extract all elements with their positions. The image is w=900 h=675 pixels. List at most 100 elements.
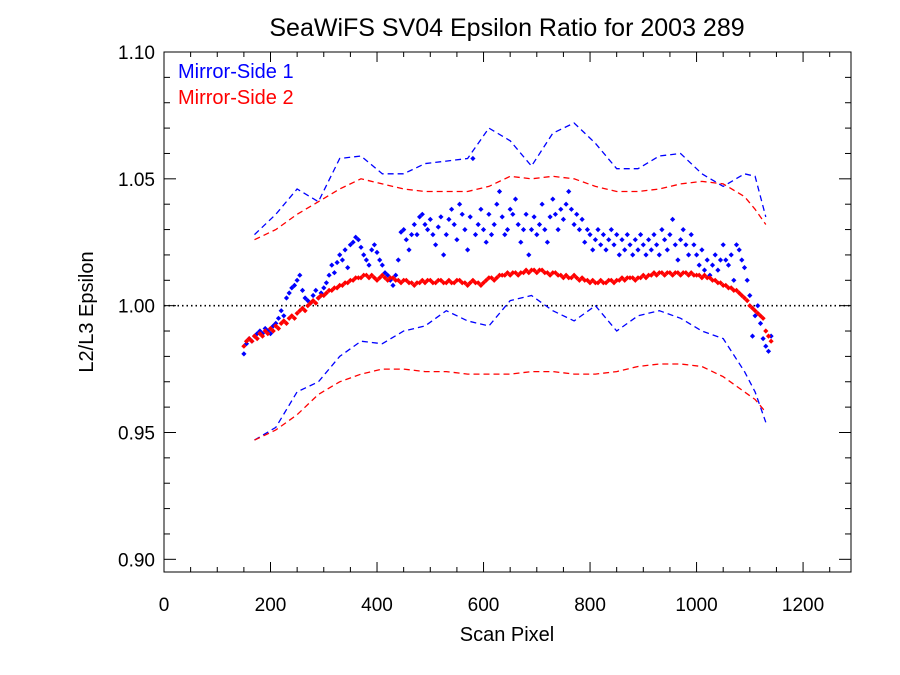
mirror-side-2-point <box>465 282 471 288</box>
mirror-side-1-point <box>640 242 646 248</box>
mirror-side-1-point <box>662 237 668 243</box>
chart-title: SeaWiFS SV04 Epsilon Ratio for 2003 289 <box>269 14 744 42</box>
mirror-side-1-point <box>457 201 463 207</box>
mirror-side-2-point <box>534 270 540 276</box>
mirror-side-1-point <box>459 211 465 217</box>
mirror-side-2-point <box>302 308 308 314</box>
mirror-side-2-point <box>334 285 340 291</box>
mirror-side-1-point <box>539 201 545 207</box>
mirror-side-1-point <box>475 221 481 228</box>
mirror-side-2-point <box>278 320 284 326</box>
mirror-side-1-point <box>568 206 574 212</box>
y-tick-label-0-95: 0.95 <box>118 423 155 444</box>
mirror-side-2-point <box>648 272 654 278</box>
mirror-side-1-point <box>624 232 630 238</box>
mirror-side-2-point <box>257 331 263 337</box>
mirror-side-2-point <box>275 325 282 332</box>
mirror-side-1-point <box>712 252 718 258</box>
mirror-side-1-point <box>241 351 247 357</box>
mirror-side-2-point <box>289 313 295 319</box>
mirror-side-2-point <box>366 275 372 281</box>
mirror-side-2-point <box>520 270 527 276</box>
mirror-side-1-point <box>345 265 351 271</box>
mirror-side-1-lower-band <box>254 294 767 441</box>
mirror-side-2-point <box>502 272 508 278</box>
mirror-side-2-point <box>425 277 431 283</box>
mirror-side-1-point <box>331 270 337 276</box>
mirror-side-2-point <box>638 275 644 281</box>
mirror-side-2-point <box>587 280 593 286</box>
mirror-side-1-point <box>443 232 449 238</box>
mirror-side-2-point <box>670 272 676 278</box>
mirror-side-1-point <box>366 262 372 268</box>
mirror-side-2-point <box>270 328 276 334</box>
mirror-side-2-point <box>283 320 290 326</box>
mirror-side-1-point <box>592 237 598 243</box>
mirror-side-2-point <box>701 272 708 278</box>
mirror-side-1-point <box>355 237 361 243</box>
mirror-side-1-point <box>600 232 606 238</box>
mirror-side-2-point <box>747 303 753 309</box>
mirror-side-1-point <box>678 237 684 243</box>
mirror-side-1-point <box>763 343 769 349</box>
mirror-side-1-point <box>619 237 625 243</box>
mirror-side-1-point <box>483 239 489 245</box>
mirror-side-1-point <box>361 252 367 258</box>
mirror-side-1-point <box>379 262 385 268</box>
mirror-side-1-point <box>294 277 300 283</box>
mirror-side-2-point <box>361 272 367 278</box>
mirror-side-2-point <box>411 282 417 288</box>
mirror-side-1-point <box>651 232 657 238</box>
mirror-side-2-point <box>717 280 724 286</box>
mirror-side-1-point <box>534 232 540 238</box>
mirror-side-2-point <box>331 285 337 291</box>
mirror-side-2-point <box>475 280 481 286</box>
mirror-side-1-point <box>587 232 593 238</box>
mirror-side-1-point <box>430 232 436 238</box>
mirror-side-1-point <box>544 239 550 245</box>
mirror-side-1-point <box>638 232 644 238</box>
x-axis-label: Scan Pixel <box>460 624 555 646</box>
mirror-side-1-point <box>470 155 476 162</box>
mirror-side-2-point <box>417 280 423 286</box>
mirror-side-1-point <box>374 249 380 255</box>
mirror-side-2-point <box>739 292 745 299</box>
mirror-side-1-point <box>720 242 726 248</box>
mirror-side-2-point <box>480 280 487 286</box>
mirror-side-1-point <box>518 239 524 245</box>
mirror-side-1-point <box>427 216 433 222</box>
mirror-side-1-point <box>488 232 495 238</box>
mirror-side-1-point <box>342 247 348 253</box>
mirror-side-1-point <box>659 227 665 233</box>
mirror-side-2-point <box>760 315 766 321</box>
mirror-side-2-point <box>358 275 364 281</box>
mirror-side-1-point <box>411 221 417 228</box>
mirror-side-2-point <box>507 272 513 278</box>
mirror-side-1-point <box>598 242 604 248</box>
mirror-side-1-point <box>550 196 556 202</box>
mirror-side-1-point <box>472 232 479 238</box>
data-points <box>241 155 774 357</box>
mirror-side-1-point <box>494 201 500 207</box>
mirror-side-1-point <box>382 270 388 276</box>
mirror-side-2-point <box>531 267 537 273</box>
mirror-side-2-point <box>688 270 694 276</box>
mirror-side-2-upper-band <box>254 175 767 241</box>
mirror-side-2-point <box>515 272 521 278</box>
mirror-side-1-point <box>286 290 292 296</box>
mirror-side-2-point <box>744 298 750 304</box>
mirror-side-2-point <box>555 272 561 278</box>
mirror-side-1-point <box>339 257 345 263</box>
mirror-side-1-point <box>526 252 532 258</box>
axis-ticks <box>163 51 851 572</box>
mirror-side-1-point <box>643 252 649 258</box>
mirror-side-1-point <box>632 237 638 243</box>
mirror-side-1-point <box>616 252 622 258</box>
mirror-side-2-point <box>566 275 572 281</box>
mirror-side-1-point <box>515 221 521 228</box>
mirror-side-1-point <box>765 348 772 354</box>
mirror-side-1-point <box>275 315 282 321</box>
mirror-side-1-point <box>696 262 702 268</box>
mirror-side-1-point <box>749 333 756 339</box>
mirror-side-1-point <box>555 227 561 233</box>
